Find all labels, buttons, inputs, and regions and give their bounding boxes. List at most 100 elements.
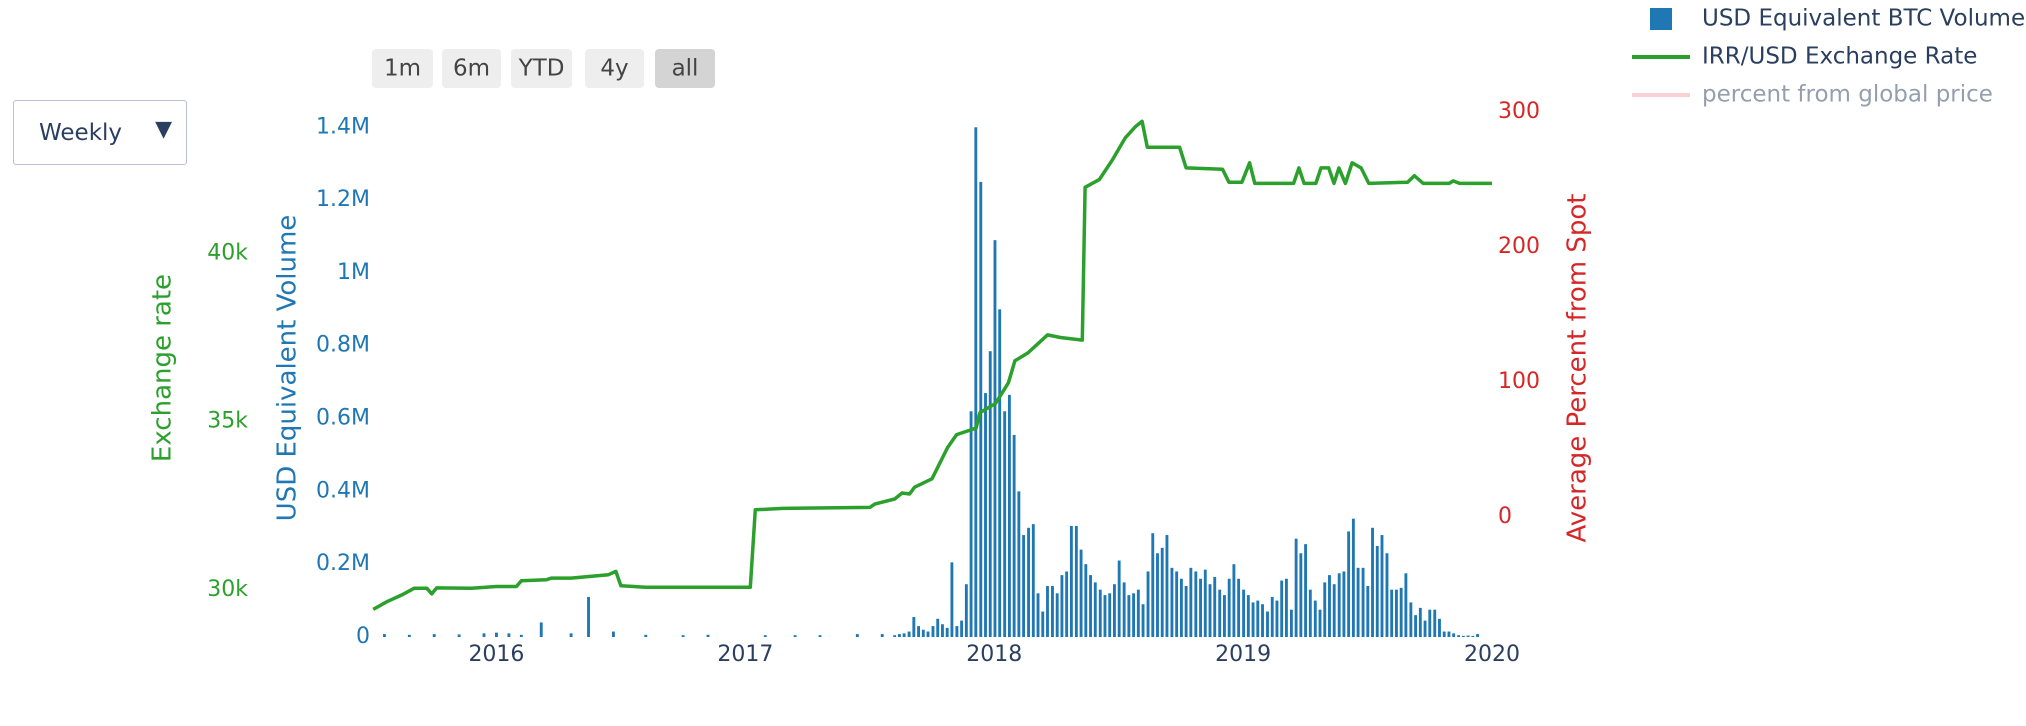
- bar: [880, 634, 884, 637]
- range-button-label: 1m: [384, 56, 421, 82]
- bar: [1442, 631, 1446, 637]
- bar: [1232, 564, 1236, 637]
- bar: [964, 584, 968, 637]
- bar: [1246, 595, 1250, 637]
- bar: [1055, 593, 1059, 637]
- bar: [941, 624, 944, 637]
- bar: [587, 596, 590, 637]
- range-button[interactable]: all: [655, 49, 715, 88]
- bar: [1289, 609, 1293, 637]
- bar: [1117, 560, 1121, 637]
- bar: [1127, 595, 1131, 637]
- bar: [1046, 586, 1049, 637]
- bar: [1275, 600, 1279, 637]
- bar: [1390, 589, 1394, 637]
- bar: [1203, 569, 1207, 637]
- bar: [1284, 578, 1288, 637]
- bar: [495, 632, 498, 637]
- legend-item[interactable]: IRR/USD Exchange Rate: [1632, 44, 1977, 70]
- range-button-bg: [655, 49, 715, 88]
- bar: [1199, 578, 1202, 637]
- bar: [1041, 611, 1045, 637]
- bar: [931, 626, 935, 637]
- bar: [1313, 600, 1317, 637]
- bar: [1237, 578, 1241, 637]
- y3-tick-label: 0: [1498, 504, 1512, 529]
- bar: [1089, 575, 1092, 637]
- bar: [407, 634, 411, 637]
- bar: [1423, 620, 1427, 637]
- bar: [1156, 553, 1159, 637]
- bar: [1069, 525, 1073, 637]
- bar: [1093, 582, 1097, 637]
- bar: [974, 127, 978, 637]
- frequency-dropdown[interactable]: Weekly ▼: [13, 100, 187, 165]
- bar: [912, 616, 916, 637]
- y2-tick-label: 35k: [207, 409, 248, 434]
- bar: [569, 633, 573, 637]
- bar: [1266, 611, 1269, 637]
- bar: [984, 393, 987, 637]
- bar: [1466, 635, 1470, 637]
- bar: [1213, 576, 1217, 637]
- bar: [1122, 582, 1126, 637]
- bar: [1385, 553, 1389, 637]
- bar: [1361, 567, 1365, 637]
- bar: [482, 633, 486, 637]
- bar: [1342, 571, 1346, 637]
- range-button[interactable]: 6m: [442, 49, 501, 88]
- bar: [988, 351, 992, 637]
- legend-item[interactable]: USD Equivalent BTC Volume: [1650, 6, 2025, 32]
- y-tick-label: 0.4M: [316, 478, 370, 503]
- bar: [383, 634, 386, 637]
- bar: [1280, 580, 1284, 637]
- x-tick-label: 2017: [717, 642, 773, 667]
- bar: [1227, 578, 1231, 637]
- bar: [1294, 538, 1298, 637]
- bar: [1103, 595, 1107, 637]
- bar: [1414, 615, 1418, 637]
- bar: [818, 635, 822, 637]
- bar: [1194, 571, 1198, 637]
- bar: [917, 626, 920, 637]
- bar: [1084, 564, 1088, 637]
- y-tick-label: 0.6M: [316, 406, 370, 431]
- legend-label: IRR/USD Exchange Rate: [1702, 44, 1977, 70]
- bar: [519, 634, 523, 637]
- y3-tick-label: 100: [1498, 369, 1540, 394]
- axis-title: Exchange rate: [148, 274, 178, 462]
- range-button-label: 4y: [600, 56, 628, 82]
- range-button-bg: [511, 49, 572, 88]
- dropdown-arrow: ▼: [155, 117, 172, 142]
- bar: [1304, 544, 1308, 637]
- bar: [897, 634, 901, 637]
- bar: [539, 622, 543, 637]
- y-tick-label: 0.8M: [316, 333, 370, 358]
- bar: [1409, 602, 1413, 637]
- bar: [998, 309, 1002, 637]
- bar: [1452, 633, 1456, 637]
- bar: [1003, 411, 1007, 637]
- bar: [955, 626, 959, 637]
- bar: [1433, 609, 1437, 637]
- bar: [1318, 609, 1322, 637]
- bar: [457, 634, 461, 637]
- legend-label: percent from global price: [1702, 82, 1993, 108]
- x-tick-label: 2020: [1464, 642, 1520, 667]
- bar: [1308, 589, 1312, 637]
- y3-tick-label: 200: [1498, 234, 1540, 259]
- range-button[interactable]: 1m: [372, 49, 433, 88]
- legend-item[interactable]: percent from global price: [1632, 82, 1993, 108]
- range-button[interactable]: YTD: [511, 49, 572, 88]
- bar: [907, 631, 911, 637]
- bar: [1251, 602, 1255, 637]
- bar: [1323, 582, 1327, 637]
- legend-swatch: [1650, 8, 1672, 30]
- bar: [945, 627, 949, 637]
- bar: [1366, 586, 1370, 637]
- range-button[interactable]: 4y: [585, 49, 644, 88]
- bar: [1074, 525, 1078, 637]
- y-tick-label: 0: [356, 624, 370, 649]
- bar: [1141, 604, 1145, 637]
